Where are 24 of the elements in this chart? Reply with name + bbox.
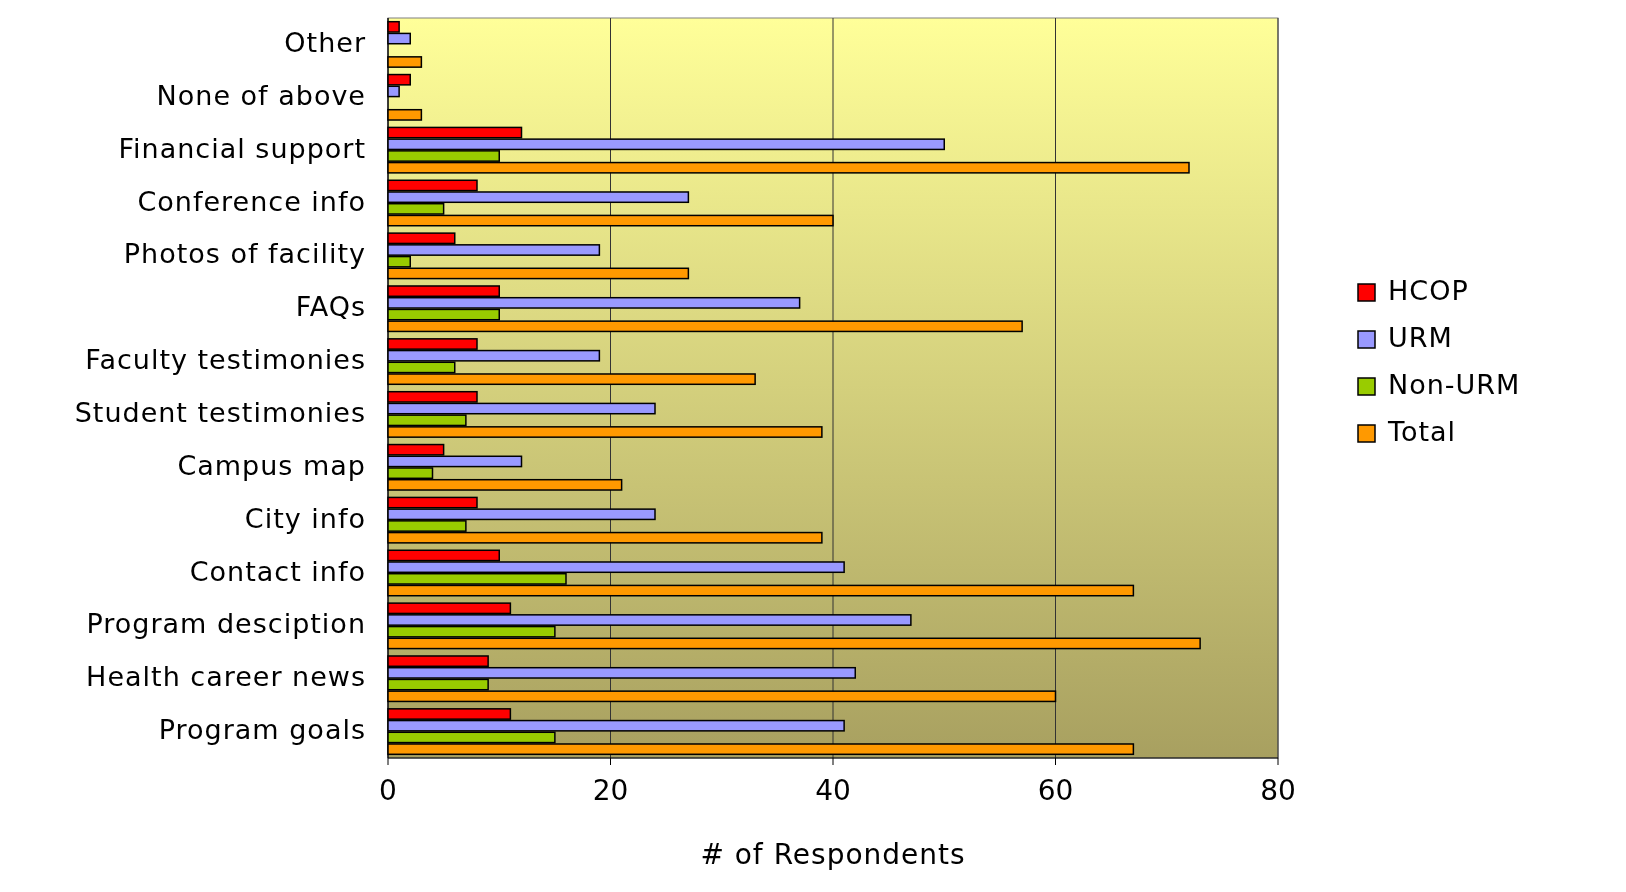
y-tick-label: Other <box>284 26 366 58</box>
x-tick-label: 20 <box>592 774 629 807</box>
y-tick-label: Faculty testimonies <box>85 344 366 376</box>
y-tick-label: None of above <box>156 79 366 111</box>
legend-label: HCOP <box>1388 274 1469 306</box>
y-tick-label: Conference info <box>137 185 366 217</box>
y-tick-label: Health career news <box>86 661 366 693</box>
x-tick-label: 0 <box>379 774 397 807</box>
y-tick-label: City info <box>244 502 366 534</box>
x-tick-label: 60 <box>1037 774 1074 807</box>
y-tick-label: Financial support <box>118 132 366 164</box>
y-tick-label: Student testimonies <box>74 396 366 428</box>
x-tick-label: 40 <box>815 774 851 807</box>
y-tick-label: Program desciption <box>86 608 366 640</box>
x-axis-title: # of Respondents <box>700 838 966 871</box>
y-tick-label: Contact info <box>189 555 366 587</box>
legend-label: URM <box>1388 321 1453 353</box>
y-tick-label: Photos of facility <box>123 238 366 270</box>
legend-label: Total <box>1387 415 1457 447</box>
y-tick-label: Campus map <box>177 449 366 481</box>
y-tick-label: Program goals <box>158 714 366 746</box>
x-tick-label: 80 <box>1260 774 1296 807</box>
y-tick-label: FAQs <box>295 291 366 323</box>
legend-label: Non-URM <box>1388 368 1521 400</box>
